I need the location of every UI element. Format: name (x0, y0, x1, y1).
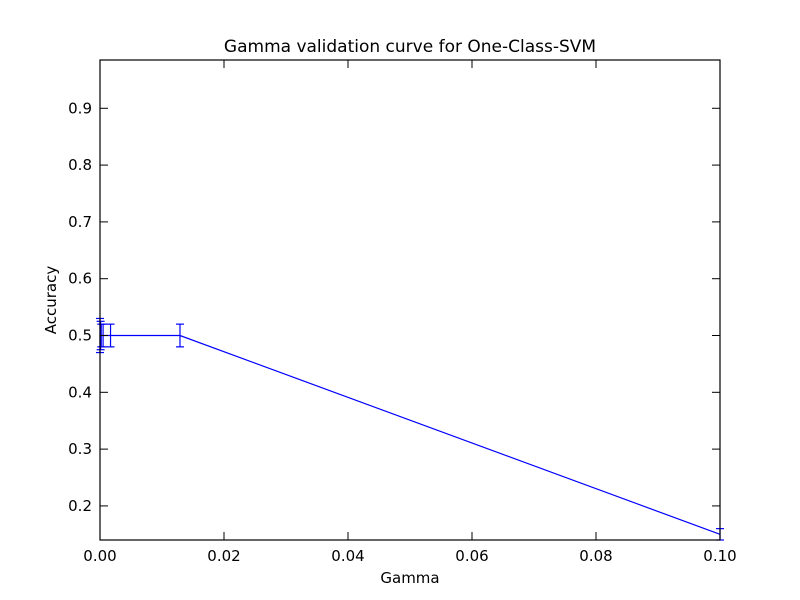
y-axis-label: Accuracy (42, 266, 60, 335)
x-tick-label: 0.04 (331, 547, 364, 565)
y-tick-label: 0.7 (68, 213, 92, 231)
error-bar (106, 323, 115, 348)
y-tick-label: 0.4 (68, 383, 92, 401)
x-tick-label: 0.10 (703, 547, 736, 565)
x-tick-label: 0.00 (83, 547, 116, 565)
plot-area (96, 317, 724, 541)
y-tick-label: 0.6 (68, 270, 92, 288)
chart-title: Gamma validation curve for One-Class-SVM (224, 37, 596, 57)
y-tick-label: 0.3 (68, 440, 92, 458)
x-tick-label: 0.08 (579, 547, 612, 565)
y-tick-label: 0.5 (68, 327, 92, 345)
error-bar (175, 323, 184, 348)
y-tick-label: 0.9 (68, 99, 92, 117)
x-tick-label: 0.02 (207, 547, 240, 565)
x-axis-label: Gamma (380, 569, 439, 587)
y-tick-label: 0.2 (68, 497, 92, 515)
y-tick-label: 0.8 (68, 156, 92, 174)
series-line (100, 334, 721, 535)
axes-frame (99, 59, 721, 541)
y-axis: 0.2 0.3 0.4 0.5 0.6 0.7 0.8 0.9 (68, 99, 720, 515)
x-tick-label: 0.06 (455, 547, 488, 565)
x-axis: 0.00 0.02 0.04 0.06 0.08 0.10 (83, 60, 737, 565)
